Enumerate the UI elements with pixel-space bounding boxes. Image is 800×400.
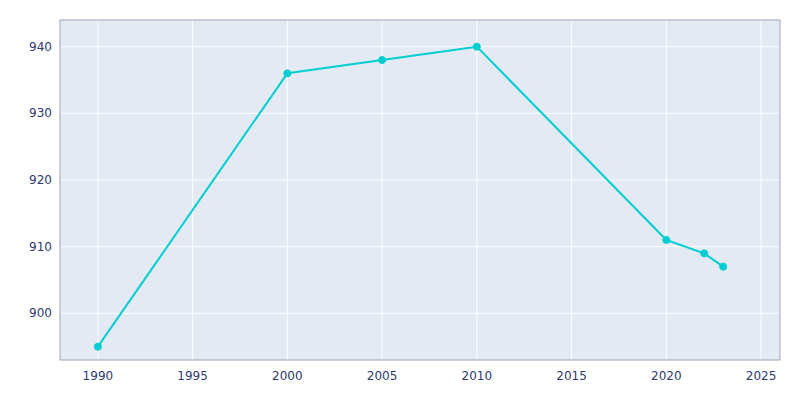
y-tick-label: 930	[29, 106, 52, 120]
x-tick-label: 1995	[177, 369, 208, 383]
y-grid-line	[60, 46, 780, 47]
x-tick-label: 2025	[746, 369, 777, 383]
plot-background	[60, 20, 780, 360]
x-tick-label: 2020	[651, 369, 682, 383]
x-tick-label: 2015	[556, 369, 587, 383]
point	[94, 343, 101, 350]
y-grid-line	[60, 113, 780, 114]
x-grid-line	[97, 20, 98, 360]
x-grid-line	[571, 20, 572, 360]
y-tick-label: 940	[29, 40, 52, 54]
point	[701, 250, 708, 257]
x-grid-line	[382, 20, 383, 360]
x-grid-line	[666, 20, 667, 360]
point	[663, 237, 670, 244]
chart: 1990 1995 2000 2005 2010 2015 2020 2025 900 910 92…	[0, 0, 800, 400]
y-tick-label: 920	[29, 173, 52, 187]
x-tick-label: 2000	[272, 369, 303, 383]
x-tick-label: 2005	[367, 369, 398, 383]
x-grid-line	[761, 20, 762, 360]
x-tick-label: 2010	[462, 369, 493, 383]
x-tick-label: 1990	[83, 369, 114, 383]
data-layer	[94, 43, 726, 350]
chart-root: 1990 1995 2000 2005 2010 2015 2020 2025 900 910 92…	[0, 0, 800, 400]
y-tick-label: 910	[29, 240, 52, 254]
line	[98, 47, 723, 347]
x-grid-line	[192, 20, 193, 360]
x-grid-line	[476, 20, 477, 360]
y-tick-label: 900	[29, 306, 52, 320]
point	[379, 57, 386, 64]
point	[720, 263, 727, 270]
grid	[60, 20, 780, 360]
y-grid-line	[60, 313, 780, 314]
point	[473, 43, 480, 50]
point	[284, 70, 291, 77]
y-grid-line	[60, 180, 780, 181]
plot-frame	[60, 20, 780, 360]
